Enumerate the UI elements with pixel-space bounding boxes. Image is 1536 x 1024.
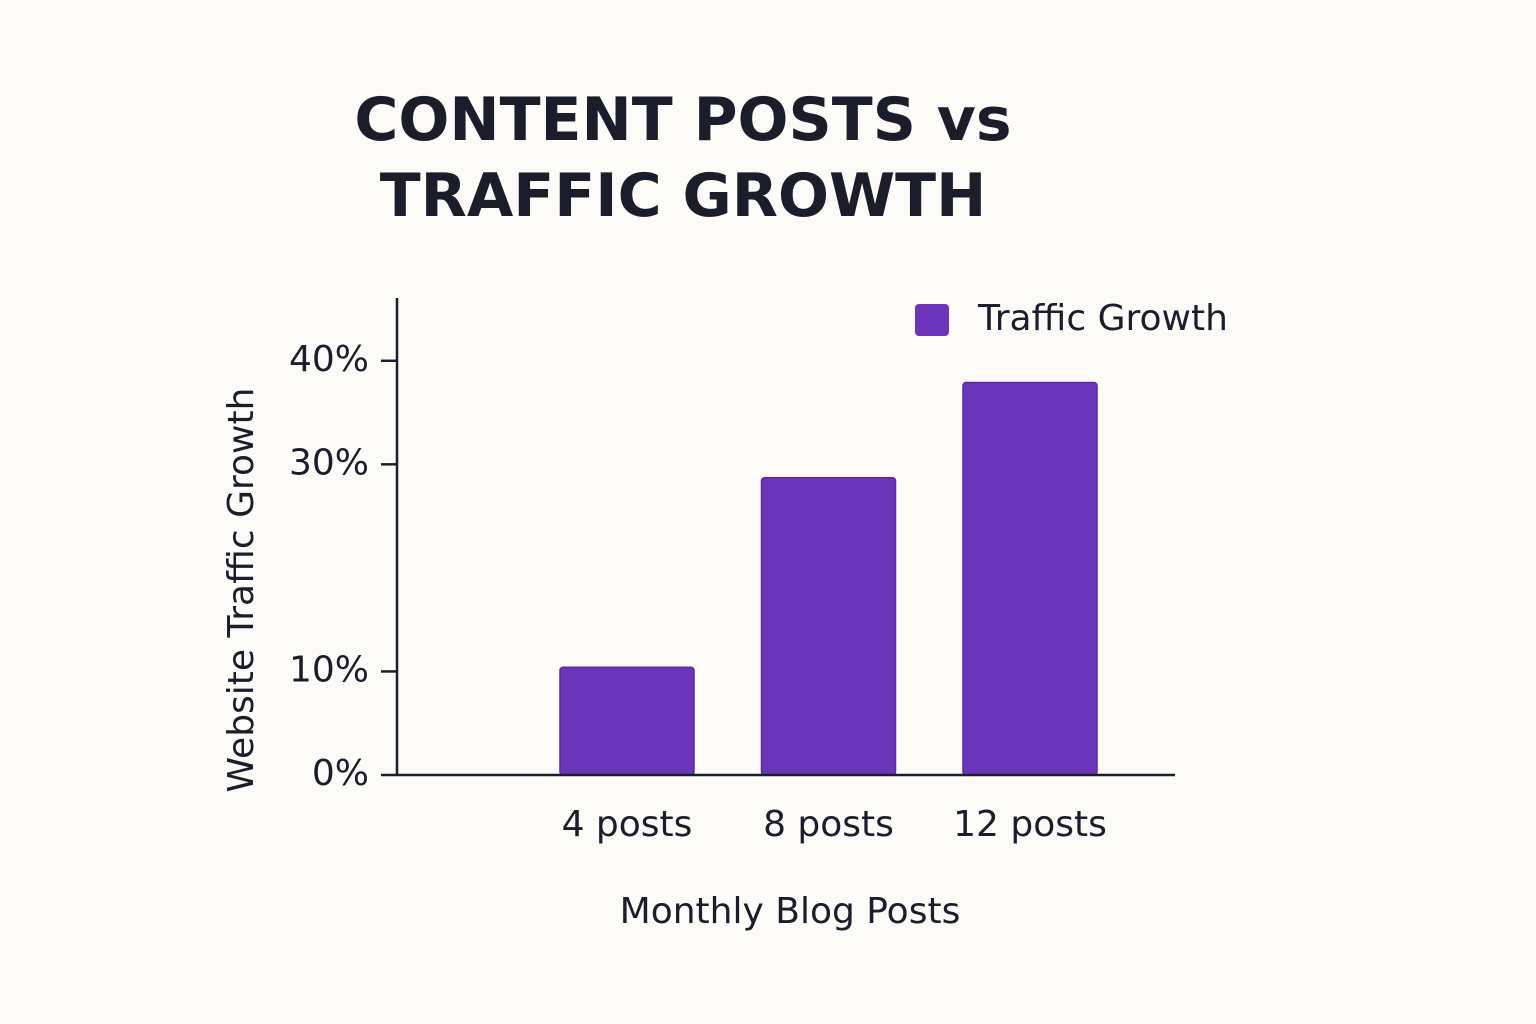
bar bbox=[760, 477, 897, 776]
y-tick-label: 10% bbox=[289, 649, 369, 690]
bar bbox=[962, 381, 1098, 776]
x-tick-label: 4 posts bbox=[562, 804, 693, 845]
x-axis-label: Monthly Blog Posts bbox=[620, 891, 961, 932]
y-tick-label: 30% bbox=[289, 442, 369, 483]
y-axis-label: Website Traffic Growth bbox=[221, 388, 262, 793]
legend-swatch bbox=[915, 304, 949, 336]
legend-label: Traffic Growth bbox=[977, 298, 1228, 339]
chart-title: CONTENT POSTS vs TRAFFIC GROWTH bbox=[354, 85, 1012, 231]
x-tick-label: 8 posts bbox=[763, 804, 894, 845]
x-tick-label: 12 posts bbox=[953, 804, 1107, 845]
y-tick-label: 0% bbox=[312, 753, 369, 794]
y-tick-label: 40% bbox=[289, 339, 369, 380]
bar bbox=[559, 666, 695, 776]
